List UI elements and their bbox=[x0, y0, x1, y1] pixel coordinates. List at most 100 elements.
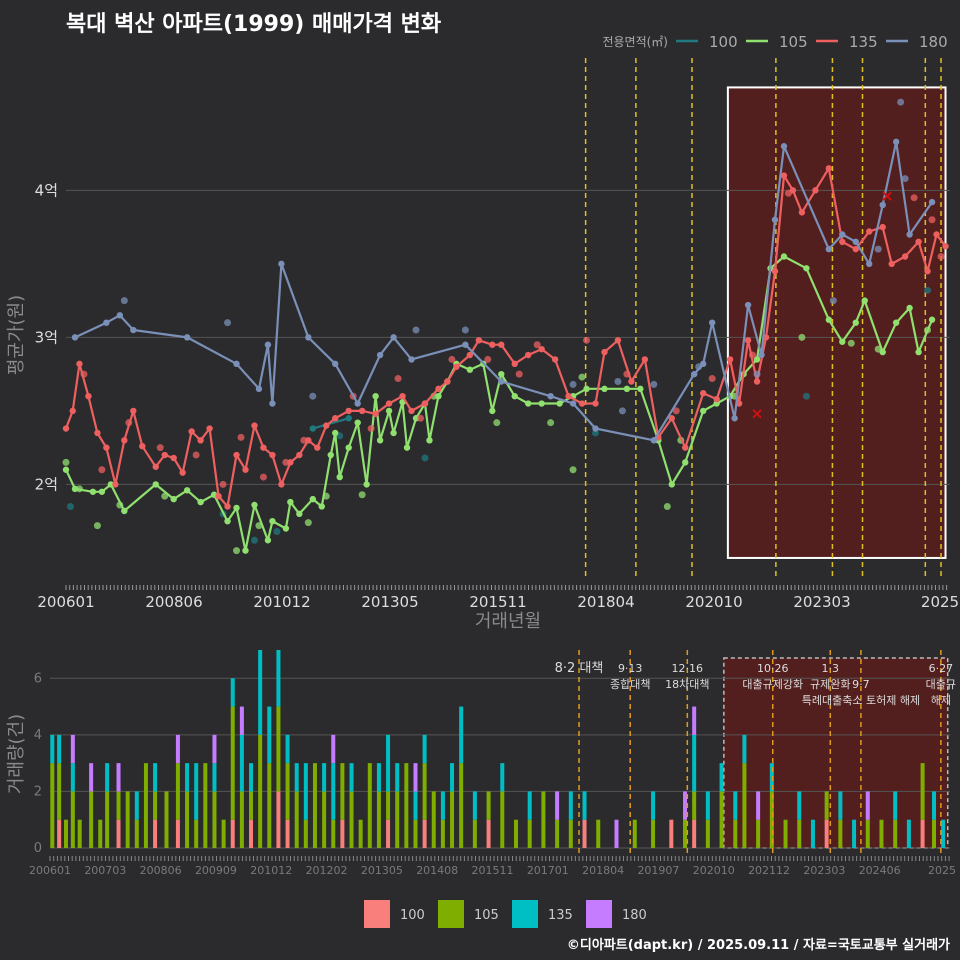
volume-bar-105 bbox=[541, 791, 546, 848]
volume-bar-135 bbox=[239, 734, 244, 792]
x-tick-label: 202010 bbox=[685, 593, 742, 611]
data-point-105 bbox=[318, 503, 325, 510]
volume-bar-180 bbox=[116, 763, 121, 792]
data-point-105 bbox=[390, 429, 397, 437]
volume-bar-100 bbox=[153, 819, 158, 848]
x-tick-label: 200909 bbox=[195, 864, 237, 877]
volume-bar-105 bbox=[865, 819, 870, 848]
volume-bar-105 bbox=[221, 819, 226, 848]
data-point-135 bbox=[641, 356, 649, 363]
data-point-135 bbox=[592, 400, 599, 407]
scatter-point-135 bbox=[928, 216, 936, 224]
x-tick-label: 202303 bbox=[803, 864, 845, 877]
data-point-180 bbox=[233, 360, 240, 368]
volume-bar-135 bbox=[294, 763, 299, 792]
scatter-point-105 bbox=[93, 522, 101, 530]
volume-bar-105 bbox=[77, 819, 82, 848]
data-point-105 bbox=[363, 481, 370, 488]
volume-bar-135 bbox=[500, 763, 505, 792]
data-point-135 bbox=[498, 341, 505, 348]
legend-swatch-180 bbox=[586, 900, 612, 928]
data-point-135 bbox=[435, 385, 442, 393]
volume-bar-105 bbox=[783, 819, 788, 848]
y-tick-label: 6 bbox=[34, 671, 42, 686]
data-point-180 bbox=[390, 334, 397, 341]
volume-bar-105 bbox=[367, 763, 372, 848]
volume-bar-135 bbox=[692, 734, 697, 792]
data-point-135 bbox=[839, 238, 846, 246]
scatter-point-135 bbox=[533, 341, 541, 349]
volume-bar-105 bbox=[212, 791, 217, 848]
volume-bar-105 bbox=[203, 763, 208, 848]
volume-bar-105 bbox=[459, 763, 464, 848]
data-point-135 bbox=[798, 209, 806, 216]
data-point-180 bbox=[305, 334, 312, 341]
volume-bar-135 bbox=[249, 763, 254, 792]
data-point-105 bbox=[538, 400, 545, 407]
data-point-135 bbox=[385, 400, 393, 407]
data-point-180 bbox=[130, 326, 137, 334]
data-point-105 bbox=[852, 319, 859, 326]
scatter-point-105 bbox=[233, 547, 241, 555]
data-point-135 bbox=[358, 407, 366, 415]
scatter-point-105 bbox=[663, 502, 671, 510]
x-tick-label: 201012 bbox=[253, 593, 310, 611]
volume-bar-100 bbox=[116, 819, 121, 848]
scatter-point-180 bbox=[309, 392, 317, 400]
volume-bar-105 bbox=[450, 791, 455, 848]
scatter-point-100 bbox=[273, 527, 281, 535]
data-point-105 bbox=[107, 481, 115, 488]
volume-bar-105 bbox=[824, 791, 829, 820]
data-point-135 bbox=[130, 407, 137, 415]
volume-bar-100 bbox=[824, 819, 829, 848]
scatter-point-135 bbox=[259, 473, 267, 481]
legend-label-180: 180 bbox=[919, 33, 948, 51]
volume-bar-105 bbox=[797, 819, 802, 848]
volume-bar-135 bbox=[705, 791, 710, 820]
data-point-135 bbox=[269, 451, 276, 459]
data-point-180 bbox=[278, 260, 285, 268]
volume-bar-105 bbox=[194, 819, 199, 848]
volume-bar-135 bbox=[733, 791, 738, 820]
data-point-105 bbox=[121, 507, 128, 515]
y-tick-label: 4억 bbox=[35, 181, 58, 199]
scatter-point-135 bbox=[515, 370, 523, 378]
scatter-point-135 bbox=[937, 253, 945, 261]
scatter-point-105 bbox=[75, 485, 83, 493]
data-point-135 bbox=[744, 337, 752, 344]
volume-bar-135 bbox=[276, 650, 281, 707]
data-point-135 bbox=[332, 415, 339, 422]
legend-swatch-100 bbox=[364, 900, 390, 928]
volume-bar-135 bbox=[852, 819, 857, 848]
volume-bar-135 bbox=[258, 650, 263, 735]
x-tick-label: 202112 bbox=[748, 864, 790, 877]
data-point-180 bbox=[731, 415, 738, 422]
volume-bar-105 bbox=[89, 791, 94, 848]
policy-annotation: 12·16 bbox=[672, 662, 704, 675]
data-point-135 bbox=[85, 392, 92, 400]
data-point-135 bbox=[852, 245, 859, 253]
data-point-135 bbox=[233, 451, 240, 459]
volume-bar-135 bbox=[105, 763, 110, 792]
volume-bar-105 bbox=[331, 819, 336, 848]
data-point-135 bbox=[453, 363, 460, 370]
data-point-105 bbox=[183, 487, 191, 494]
volume-bar-105 bbox=[756, 819, 761, 848]
volume-bar-105 bbox=[70, 791, 75, 848]
data-point-135 bbox=[224, 503, 231, 510]
chart-title: 복대 벽산 아파트(1999) 매매가격 변화 bbox=[66, 12, 442, 37]
volume-bar-105 bbox=[893, 819, 898, 848]
data-point-105 bbox=[336, 473, 343, 481]
scatter-point-105 bbox=[798, 333, 806, 341]
volume-bar-135 bbox=[742, 734, 747, 764]
data-point-105 bbox=[928, 316, 936, 323]
volume-bar-135 bbox=[322, 763, 327, 792]
scatter-point-180 bbox=[650, 380, 658, 388]
scatter-point-180 bbox=[120, 297, 128, 305]
data-point-135 bbox=[296, 451, 303, 459]
data-point-105 bbox=[269, 517, 276, 525]
volume-bar-105 bbox=[413, 819, 418, 848]
data-point-135 bbox=[278, 481, 285, 488]
data-point-105 bbox=[296, 510, 303, 518]
y-axis-title: 거래량(건) bbox=[6, 714, 27, 794]
